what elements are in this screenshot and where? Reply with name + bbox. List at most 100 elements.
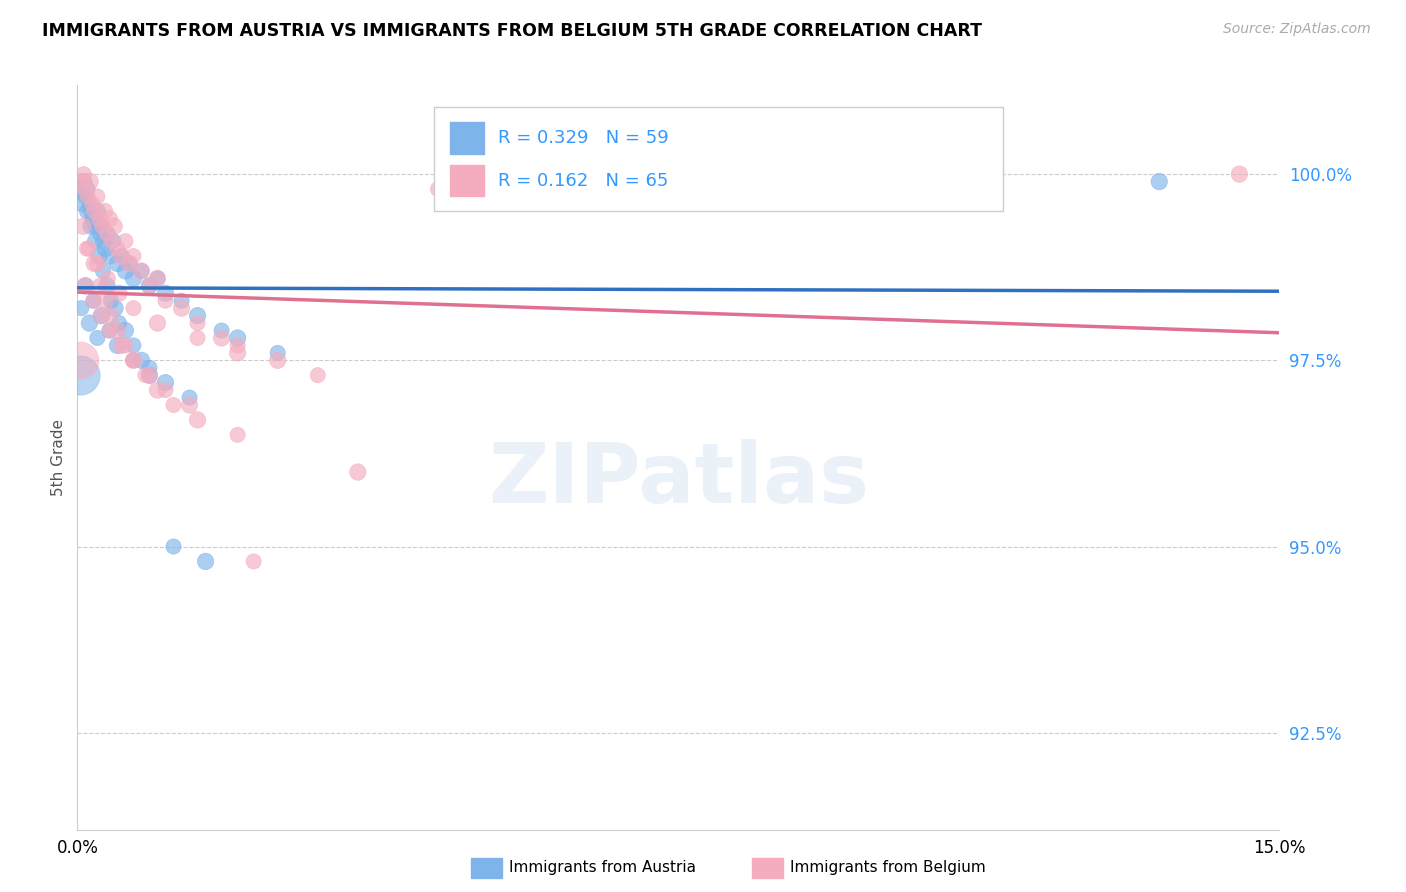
Point <box>226 427 249 442</box>
Point <box>186 316 209 330</box>
Point <box>69 353 91 368</box>
Point <box>118 256 141 270</box>
Point <box>186 331 209 345</box>
Point <box>93 204 115 219</box>
Point <box>98 324 121 338</box>
Point <box>211 324 233 338</box>
Point <box>186 309 209 323</box>
Point <box>146 271 169 285</box>
Point <box>98 324 121 338</box>
Point <box>75 189 97 203</box>
Point <box>89 278 111 293</box>
Point <box>146 316 169 330</box>
Point <box>76 189 98 203</box>
Point <box>83 256 105 270</box>
Point <box>103 234 125 248</box>
Point <box>170 301 193 315</box>
Point <box>155 286 177 301</box>
Point <box>122 301 145 315</box>
Point <box>84 219 107 234</box>
Point <box>131 264 153 278</box>
Point <box>162 540 184 554</box>
Point <box>79 316 101 330</box>
Point <box>108 316 131 330</box>
Point <box>138 368 160 383</box>
Point <box>114 324 136 338</box>
Point <box>69 368 91 383</box>
Point <box>114 338 136 352</box>
Point <box>98 211 121 226</box>
Point <box>80 219 103 234</box>
Point <box>108 286 131 301</box>
Text: Immigrants from Austria: Immigrants from Austria <box>509 861 696 875</box>
Point <box>179 398 201 412</box>
FancyBboxPatch shape <box>471 858 502 878</box>
Point <box>86 331 108 345</box>
Point <box>211 331 233 345</box>
Point <box>82 293 104 308</box>
Text: ZIPatlas: ZIPatlas <box>488 439 869 520</box>
Point <box>138 368 160 383</box>
Point <box>194 554 217 568</box>
Point <box>131 264 153 278</box>
Point <box>91 234 114 248</box>
Point <box>110 338 132 352</box>
Point <box>122 249 145 263</box>
Point <box>146 271 169 285</box>
Point <box>90 309 112 323</box>
Point <box>155 376 177 390</box>
Text: IMMIGRANTS FROM AUSTRIA VS IMMIGRANTS FROM BELGIUM 5TH GRADE CORRELATION CHART: IMMIGRANTS FROM AUSTRIA VS IMMIGRANTS FR… <box>42 22 983 40</box>
Point <box>107 324 129 338</box>
Point <box>91 219 114 234</box>
Point <box>307 368 329 383</box>
Point <box>84 204 107 219</box>
Point <box>72 219 94 234</box>
Point <box>107 256 129 270</box>
Point <box>226 346 249 360</box>
Point <box>242 554 264 568</box>
Point <box>138 278 160 293</box>
Text: Immigrants from Belgium: Immigrants from Belgium <box>790 861 986 875</box>
Point <box>155 293 177 308</box>
Y-axis label: 5th Grade: 5th Grade <box>51 418 66 496</box>
Point <box>97 271 120 285</box>
Point <box>107 242 129 256</box>
FancyBboxPatch shape <box>450 122 484 153</box>
Point <box>87 249 110 263</box>
Point <box>70 182 93 196</box>
Point <box>79 197 101 211</box>
Point <box>122 353 145 368</box>
Point <box>89 227 111 241</box>
Point <box>77 242 100 256</box>
Point <box>94 293 117 308</box>
Point <box>146 383 169 397</box>
Point <box>110 249 132 263</box>
Point <box>267 353 290 368</box>
Point <box>427 182 450 196</box>
Point <box>114 234 136 248</box>
Point <box>1229 167 1251 181</box>
Point <box>122 338 145 352</box>
Point <box>75 278 97 293</box>
Point <box>101 234 124 248</box>
Text: Source: ZipAtlas.com: Source: ZipAtlas.com <box>1223 22 1371 37</box>
Point <box>118 256 141 270</box>
Point <box>80 204 103 219</box>
Point <box>73 175 96 189</box>
Point <box>103 219 125 234</box>
Point <box>122 353 145 368</box>
Point <box>346 465 368 479</box>
Point <box>122 271 145 285</box>
Point <box>104 301 127 315</box>
Point <box>82 197 104 211</box>
Point <box>155 383 177 397</box>
FancyBboxPatch shape <box>434 107 1002 211</box>
Point <box>70 175 93 189</box>
Point <box>226 338 249 352</box>
Point <box>134 368 156 383</box>
Point <box>138 278 160 293</box>
Point <box>100 293 122 308</box>
Point <box>82 211 104 226</box>
Point <box>114 264 136 278</box>
Point <box>84 234 107 248</box>
